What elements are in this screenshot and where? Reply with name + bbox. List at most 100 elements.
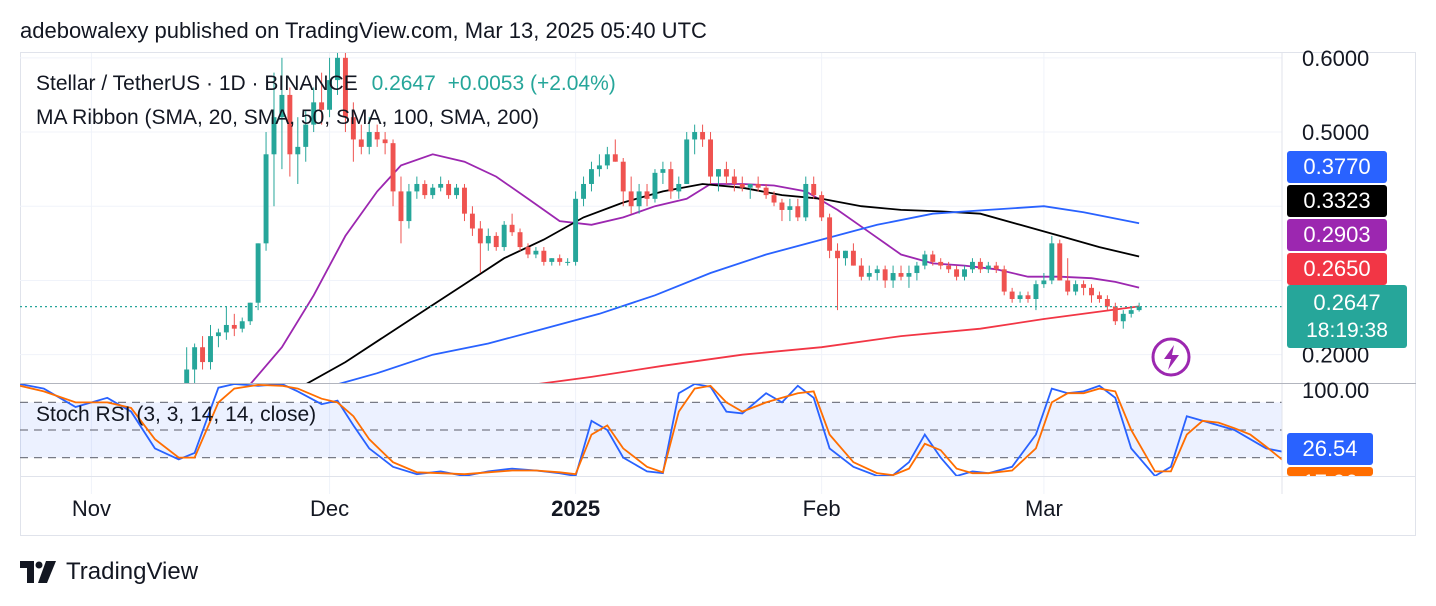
candle-body (604, 154, 610, 166)
ma-line-sma-100 (338, 205, 1140, 383)
lightning-icon[interactable] (1151, 337, 1191, 377)
candle (1009, 287, 1015, 303)
candle-body (882, 269, 888, 281)
candle-body (946, 265, 952, 270)
candle (930, 250, 936, 266)
candle (271, 72, 277, 207)
oscillator-tick-label: 100.00 (1302, 378, 1369, 403)
candle (850, 243, 856, 266)
candle (1096, 291, 1102, 303)
candle-body (914, 265, 920, 274)
candle-body (731, 176, 737, 184)
candle (382, 132, 388, 155)
candle (938, 258, 944, 270)
candle (374, 124, 380, 147)
stoch-rsi-legend[interactable]: Stoch RSI (3, 3, 14, 14, close) (36, 403, 317, 426)
candle-body (247, 302, 253, 322)
candle-body (493, 235, 499, 248)
candle-body (596, 165, 602, 170)
stoch-rsi-band (20, 401, 1282, 459)
ma-line-sma-50 (306, 183, 1140, 383)
candle (477, 221, 483, 274)
candle (223, 306, 229, 340)
stoch-k-label: 26.54 (1287, 433, 1373, 465)
candle-body (890, 273, 896, 281)
candle-body (938, 261, 944, 266)
candle (803, 176, 809, 222)
candle-body (827, 217, 833, 251)
candle (906, 265, 912, 288)
tradingview-footer[interactable]: TradingView (20, 556, 198, 588)
candle-body (311, 102, 317, 125)
footer-brand: TradingView (66, 558, 199, 585)
last-price-value: 0.2647 (1313, 290, 1381, 315)
candle-body (446, 183, 452, 196)
candle-body (573, 198, 579, 262)
candle (1041, 273, 1047, 288)
candle-body (549, 258, 555, 262)
candle-body (366, 132, 372, 147)
candle (541, 247, 547, 266)
chart-frame (20, 52, 1416, 536)
candle (620, 158, 626, 207)
candle-body (517, 232, 523, 248)
legend-price: 0.2647 (371, 72, 436, 95)
candle (430, 183, 436, 199)
candle-body (954, 269, 960, 277)
candle-body (200, 347, 206, 363)
time-tick-label: 2025 (551, 496, 600, 521)
candle-body (398, 191, 404, 222)
candle-body (1128, 310, 1134, 314)
candle (1081, 280, 1087, 296)
candle-body (1041, 280, 1047, 285)
candle-body (993, 265, 999, 270)
candle-body (390, 143, 396, 192)
candle (454, 183, 460, 199)
candle-body (985, 265, 991, 270)
candle-body (1081, 284, 1087, 288)
candle-body (295, 146, 301, 155)
candle-body (485, 235, 491, 244)
candle (311, 87, 317, 133)
candle-body (430, 187, 436, 196)
bar-countdown: 18:19:38 (1306, 319, 1388, 342)
candle (985, 261, 991, 274)
tradingview-logo-icon (20, 561, 56, 583)
candle (763, 183, 769, 199)
candle (581, 176, 586, 207)
price-label-sma-200: 0.2650 (1287, 253, 1387, 285)
candle (406, 183, 412, 229)
time-tick-label: Dec (310, 496, 349, 521)
candle-body (795, 206, 801, 218)
candle-body (612, 154, 618, 162)
candle-body (382, 139, 388, 144)
candle (842, 250, 848, 266)
candle-body (589, 169, 594, 184)
candle (493, 232, 499, 251)
legend-change: +0.0053 (+2.04%) (447, 72, 616, 95)
candle-body (716, 169, 721, 177)
candle-body (874, 269, 880, 274)
ma-line-sma-20 (250, 153, 1140, 383)
candle (684, 132, 690, 184)
candle (255, 243, 261, 311)
candle-body (779, 202, 785, 210)
candle (668, 161, 674, 199)
candle (700, 124, 706, 147)
candle-body (525, 247, 531, 255)
symbol-name: Stellar / TetherUS · 1D · BINANCE (36, 72, 358, 95)
ma-ribbon-legend[interactable]: MA Ribbon (SMA, 20, SMA, 50, SMA, 100, S… (36, 106, 540, 129)
candle-body (723, 169, 729, 177)
candle (962, 265, 967, 281)
candle (231, 313, 237, 337)
candle-body (208, 336, 213, 363)
candle-body (263, 154, 269, 244)
candle (723, 161, 729, 184)
candle-body (858, 265, 864, 277)
candle-body (414, 183, 420, 192)
candle (239, 317, 245, 333)
candle (954, 265, 960, 281)
candle-body (803, 183, 809, 218)
